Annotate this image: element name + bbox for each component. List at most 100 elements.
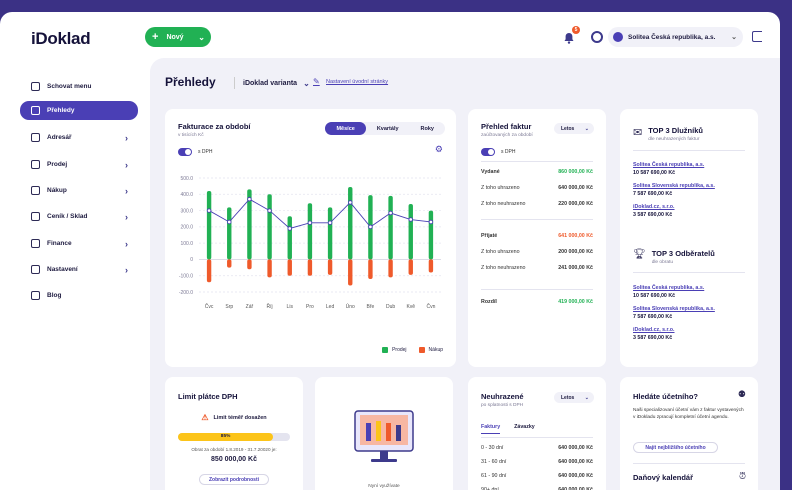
tab-invoices[interactable]: Faktury [481,424,501,434]
bar-sales [206,191,212,260]
sidebar-item-1[interactable]: Schovat menu [20,77,138,96]
vat-progress: 85% [178,433,290,441]
help-icon[interactable] [591,31,603,43]
tab-liabilities[interactable]: Závazky [514,424,535,430]
customers-subtitle: dle obratu [651,260,674,265]
sidebar-item-4[interactable]: Prodej › [20,155,138,174]
sidebar-item-8[interactable]: Nastavení › [20,260,138,279]
overview-row: Z toho neuhrazeno 241 000,00 Kč [481,265,593,271]
chevron-down-icon: ⌄ [731,34,737,41]
new-button[interactable]: + Nový ⌄ [145,27,211,47]
bar-sales [327,207,333,260]
homepage-settings-link[interactable]: ✎ Nastavení úvodní stránky [313,78,388,86]
vat-warning: ⚠ Limit téměř dosažen [165,413,303,422]
vat-progress-fill: 85% [178,433,274,441]
divider [481,219,593,220]
unpaid-period-dropdown[interactable]: Letos ⌄ [554,392,594,403]
invoice-overview-subtitle: zaúčtovaných za období [481,133,533,138]
bar-sales [408,204,413,260]
vat-amount: 850 000,00 Kč [211,456,257,463]
legend-sales: Prodej [392,347,407,353]
promo-card: Nyní využívate [315,377,453,490]
bar-sales [307,203,313,260]
company-selector[interactable]: Solitea Česká republika, a.s. ⌄ [608,27,743,47]
company-amount: 7 587 690,00 Kč [633,191,673,197]
dashboard: Přehledy iDoklad varianta ⌄ ✎ Nastavení … [150,58,780,490]
company-link[interactable]: iDoklad.cz, s.r.o. [633,204,675,210]
tab-quarters[interactable]: Kvartály [376,125,399,132]
invoicing-card: Fakturace za období v tisících Kč Měsíce… [165,109,456,367]
bar-purchase [247,259,252,270]
overview-row-label: Z toho neuhrazeno [481,265,526,271]
vat-toggle[interactable] [178,148,192,156]
chevron-right-icon: › [125,132,128,143]
address-book-icon [31,133,40,142]
overview-row-value: 241 000,00 Kč [558,265,593,271]
app-logo[interactable]: iDoklad [31,29,91,48]
tab-years[interactable]: Roky [420,125,434,132]
x-tick-label: Čvc [205,303,214,310]
company-link[interactable]: Solitea Česká republika, a.s. [633,285,705,291]
chart-legend: Prodej Nákup [382,347,443,353]
line-point [408,217,413,222]
company-link[interactable]: Solitea Česká republika, a.s. [633,162,705,168]
x-tick-label: Led [326,304,335,310]
company-link[interactable]: Solitea Slovenská republika, a.s. [633,306,715,312]
sidebar-item-label: Adresář [47,134,72,141]
bar-purchase [307,259,313,276]
chevron-right-icon: › [125,264,128,275]
overview-row-value: 860 000,00 Kč [558,169,593,175]
overview-row: Z toho neuhrazeno 220 000,00 Kč [481,201,593,207]
app-window: iDoklad + Nový ⌄ 5 Solitea Česká republi… [0,12,780,490]
legend-swatch-purchase [418,347,425,353]
tab-months[interactable]: Měsíce [325,122,366,135]
chat-icon [31,291,40,300]
x-tick-label: Zář [246,304,254,310]
logout-icon[interactable] [752,31,762,42]
sidebar-item-9[interactable]: Blog [20,286,138,305]
sidebar-item-label: Ceník / Sklad [47,213,88,220]
variant-selector[interactable]: iDoklad varianta ⌄ [234,77,310,89]
sidebar-item-6[interactable]: Ceník / Sklad › [20,207,138,226]
sidebar-item-3[interactable]: Adresář › [20,128,138,147]
sidebar-item-2[interactable]: Přehledy [20,101,138,120]
find-accountant-button[interactable]: Najít nejbližšího účetního [633,442,718,453]
chevron-down-icon: ⌄ [584,125,589,132]
divider [633,463,745,464]
bar-purchase [368,259,373,279]
line-point [227,219,232,225]
overview-row-label: Rozdíl [481,299,497,305]
x-tick-label: Pro [306,304,314,310]
sidebar-item-label: Prodej [47,161,68,168]
sales-icon [31,160,40,169]
bar-sales [267,194,272,260]
line-point [388,210,393,216]
show-details-button[interactable]: Zobrazit podrobnosti [199,474,269,485]
bar-purchase [227,259,232,268]
period-dropdown[interactable]: Letos ⌄ [554,123,594,134]
chevron-down-icon: ⌄ [584,394,589,401]
company-link[interactable]: iDoklad.cz, s.r.o. [633,327,675,333]
sidebar-item-5[interactable]: Nákup › [20,181,138,200]
vat-toggle-row: s DPH [178,148,212,156]
page-title: Přehledy [165,75,216,89]
accountant-text: Naši specializovaní účetní vám z faktur … [633,408,744,421]
unpaid-row: 0 - 30 dní 640 000,00 Kč [481,445,593,451]
divider [481,289,593,290]
sidebar-item-label: Přehledy [47,107,75,114]
bar-sales [227,207,232,260]
y-tick-label: 300.0 [180,208,193,214]
y-tick-label: -200.0 [179,290,193,296]
company-link[interactable]: Solitea Slovenská republika, a.s. [633,183,715,189]
bar-purchase [206,259,212,283]
sidebar-item-7[interactable]: Finance › [20,234,138,253]
bell-icon[interactable] [563,32,575,44]
bar-sales [388,195,393,260]
line-point [347,200,353,205]
gear-icon[interactable]: ⚙ [434,144,443,154]
overview-row-label: Z toho uhrazeno [481,185,520,191]
overview-row-value: 220 000,00 Kč [558,201,593,207]
bar-sales [287,216,292,260]
vat-toggle-label: s DPH [501,149,516,155]
vat-toggle[interactable] [481,148,495,156]
